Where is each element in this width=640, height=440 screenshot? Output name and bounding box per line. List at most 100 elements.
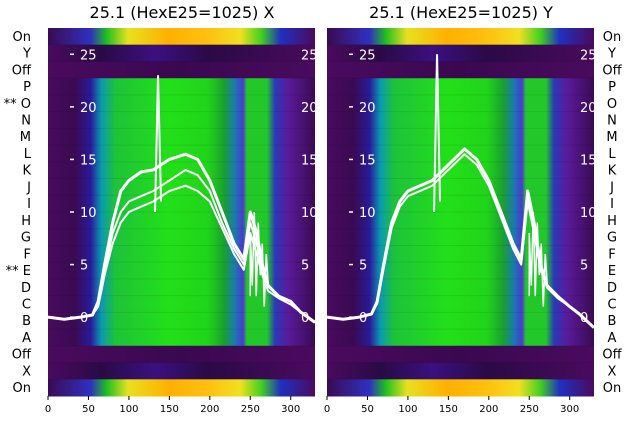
heatmap-row	[327, 362, 594, 380]
row-label: X	[608, 364, 617, 379]
row-label: I	[610, 197, 614, 212]
heatmap-row	[48, 44, 315, 62]
row-label: L	[24, 147, 32, 162]
overlay-tick-label-right: 25	[301, 48, 318, 63]
heatmap-row	[327, 44, 594, 62]
row-label: Off	[12, 348, 32, 363]
row-label: N	[607, 114, 617, 129]
row-label: J	[26, 180, 31, 195]
heatmap-row	[48, 262, 315, 280]
heatmap-row	[327, 228, 594, 246]
heatmap-row	[48, 94, 315, 113]
x-tick-label: 250	[241, 404, 260, 415]
row-label: K	[608, 164, 617, 179]
overlay-tick-label-right: 20	[301, 101, 318, 116]
overlay-tick-label-right: 10	[301, 206, 318, 221]
heatmap-row	[48, 128, 315, 146]
row-label: H	[607, 214, 617, 229]
heatmap-row	[327, 295, 594, 313]
row-label: Off	[602, 63, 622, 78]
row-label: I	[27, 197, 31, 212]
overlay-series-line	[326, 153, 595, 329]
x-tick-label: 250	[520, 404, 539, 415]
row-label: C	[607, 298, 616, 313]
row-label: P	[608, 80, 616, 95]
overlay-tick-label-right: 5	[301, 259, 309, 274]
overlay-series-line	[47, 184, 316, 324]
overlay-spike	[433, 54, 442, 213]
row-label: O	[607, 97, 617, 112]
x-tick-label: 200	[479, 404, 498, 415]
row-label: J	[609, 180, 614, 195]
heatmap-row	[48, 61, 315, 79]
overlay-tick-label-right: 0	[301, 311, 309, 326]
x-tick-label: 150	[160, 404, 179, 415]
overlay-tick-label-right: 15	[580, 153, 597, 168]
row-label: K	[22, 164, 31, 179]
row-label: H	[21, 214, 31, 229]
row-label: B	[608, 314, 617, 329]
row-label: On	[13, 381, 31, 396]
row-label: A	[22, 331, 31, 346]
heatmap-row	[327, 379, 594, 397]
row-label: Y	[607, 47, 616, 62]
overlay-tick-label-right: 5	[580, 259, 588, 274]
row-label: E	[608, 264, 616, 279]
x-tick-label: 0	[324, 404, 330, 415]
heatmap-row	[327, 161, 594, 180]
row-label: On	[603, 30, 621, 45]
overlay-noise	[528, 211, 549, 307]
heatmap-row	[327, 345, 594, 364]
heatmap-row	[327, 78, 594, 96]
row-label: D	[607, 281, 617, 296]
heatmap-row	[327, 94, 594, 113]
chart-title: 25.1 (HexE25=1025) X	[90, 3, 275, 22]
row-label: N	[21, 114, 31, 129]
row-label: G	[21, 231, 31, 246]
overlay-tick-label: 10	[359, 206, 376, 221]
overlay-tick-label: 25	[359, 48, 376, 63]
overlay-tick-label: 25	[80, 48, 97, 63]
heatmap-row	[48, 362, 315, 380]
row-label: Off	[12, 63, 32, 78]
heatmap-row	[327, 278, 594, 297]
x-tick-label: 100	[398, 404, 417, 415]
row-label: P	[23, 80, 31, 95]
x-tick-label: 300	[560, 404, 579, 415]
x-tick-label: 200	[200, 404, 219, 415]
overlay-tick-label-right: 15	[301, 153, 318, 168]
overlay-tick-label: 5	[80, 259, 88, 274]
x-tick-label: 0	[45, 404, 51, 415]
overlay-tick-label: 15	[80, 153, 97, 168]
heatmap-row	[48, 78, 315, 96]
overlay-tick-label: 0	[359, 311, 367, 326]
heatmap-row	[327, 262, 594, 280]
overlay-spike	[154, 75, 163, 213]
heatmap-row	[48, 295, 315, 313]
heatmap-row	[327, 28, 594, 46]
heatmap-row	[48, 195, 315, 213]
overlay-tick-label: 5	[359, 259, 367, 274]
row-label: A	[608, 331, 617, 346]
chart-title: 25.1 (HexE25=1025) Y	[369, 3, 553, 22]
heatmap-row	[327, 245, 594, 263]
heatmap-row	[327, 128, 594, 146]
row-label: M	[606, 130, 617, 145]
heatmap-row	[48, 278, 315, 297]
heatmap-row	[327, 61, 594, 79]
x-tick-label: 300	[281, 404, 300, 415]
row-label: ** E	[6, 264, 31, 279]
row-label: C	[22, 298, 31, 313]
row-label: On	[603, 381, 621, 396]
row-label: On	[13, 30, 31, 45]
overlay-tick-label: 20	[80, 101, 97, 116]
overlay-tick-label-right: 20	[580, 101, 597, 116]
row-label: D	[21, 281, 31, 296]
overlay-tick-label-right: 10	[580, 206, 597, 221]
heatmap-row	[327, 178, 594, 196]
row-label: Y	[22, 47, 31, 62]
row-label: G	[607, 231, 617, 246]
heatmap-row	[48, 161, 315, 180]
row-label: X	[22, 364, 31, 379]
